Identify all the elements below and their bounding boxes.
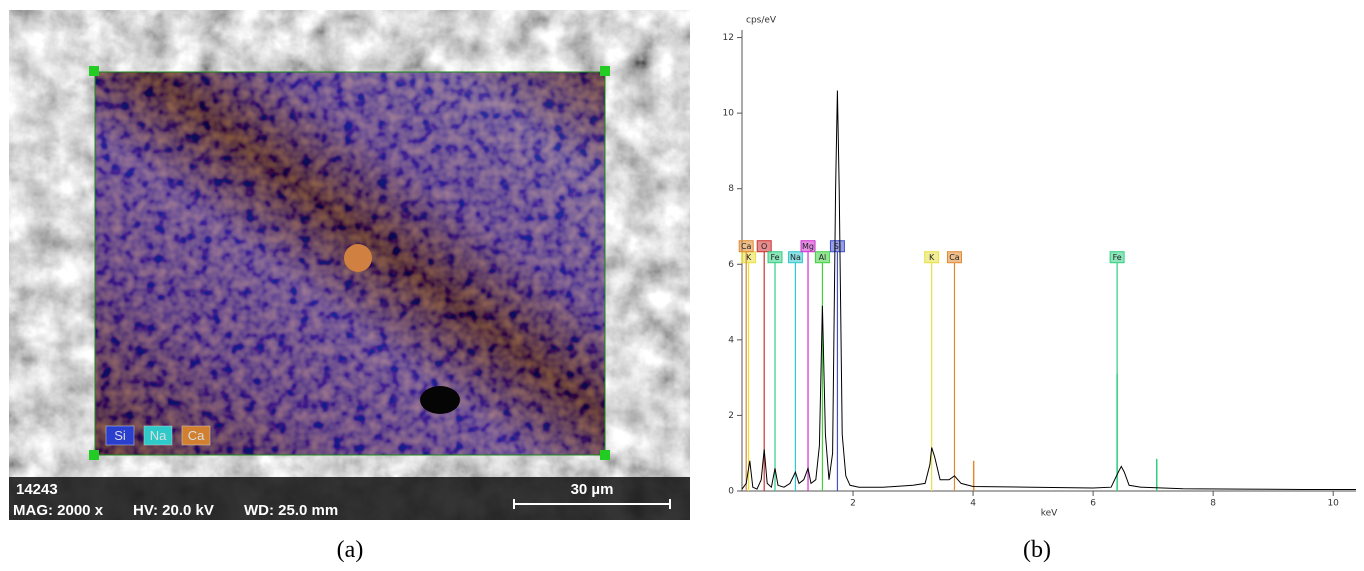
legend-swatch	[143, 425, 173, 446]
element-label: K	[746, 253, 752, 262]
map-frame	[94, 71, 606, 456]
y-tick-label: 6	[728, 260, 734, 270]
pore	[420, 386, 460, 414]
element-label-box	[738, 240, 754, 253]
corner	[89, 450, 99, 460]
y-tick-label: 8	[728, 184, 734, 194]
scale-bar-label: 30 µm	[571, 481, 614, 498]
y-tick-label: 0	[728, 487, 734, 497]
element-label: Ca	[949, 253, 960, 262]
element-label: Ca	[741, 242, 752, 251]
map-legend: Si Na Ca	[105, 425, 211, 446]
legend-label: Si	[114, 428, 126, 443]
y-tick-label: 4	[728, 335, 734, 345]
x-tick-label: 4	[970, 499, 976, 509]
sem-image: Si Na Ca 14243 MAG: 2000 x HV: 20.0 kV WD:…	[9, 10, 690, 563]
info-bar	[9, 477, 690, 520]
element-label-box	[946, 251, 962, 264]
element-label: Al	[819, 253, 827, 262]
y-tick-label: 12	[723, 33, 734, 43]
element-label-box	[800, 240, 816, 253]
x-axis-label: keV	[1041, 509, 1058, 519]
element-label-box	[924, 251, 940, 264]
ca-grain	[344, 244, 372, 272]
element-label: Na	[790, 253, 801, 262]
element-label: Fe	[1113, 253, 1122, 262]
y-tick-label: 2	[728, 411, 734, 421]
element-label-box	[767, 251, 783, 264]
y-tick-label: 10	[723, 109, 735, 119]
scale-bar	[513, 499, 671, 509]
panel-label: (a)	[337, 537, 364, 563]
legend-label: Ca	[188, 428, 205, 443]
element-label: Si	[834, 242, 841, 251]
element-label-box	[756, 240, 772, 253]
corner	[89, 66, 99, 76]
scan-id: 14243	[16, 481, 58, 498]
element-label: O	[761, 242, 767, 251]
y-axis-label: cps/eV	[746, 16, 777, 26]
x-tick-label: 10	[1327, 499, 1339, 509]
legend-swatch	[181, 425, 211, 446]
spectrum-line	[741, 90, 1356, 490]
element-label-box	[787, 251, 803, 264]
x-tick-label: 2	[850, 499, 856, 509]
magnification: MAG: 2000 x	[13, 502, 104, 519]
legend-swatch	[105, 425, 135, 446]
working-distance: WD: 25.0 mm	[244, 502, 338, 519]
corner	[600, 66, 610, 76]
element-label: K	[929, 253, 935, 262]
x-tick-label: 6	[1090, 499, 1096, 509]
high-voltage: HV: 20.0 kV	[133, 502, 214, 519]
element-label-box	[1109, 251, 1125, 264]
element-label: Mg	[802, 242, 814, 251]
corner	[600, 450, 610, 460]
corner-markers	[89, 66, 610, 460]
panel-label: (b)	[1023, 537, 1051, 563]
element-label-box	[829, 240, 845, 253]
legend-label: Na	[150, 428, 167, 443]
x-tick-label: 8	[1210, 499, 1216, 509]
element-label-box	[814, 251, 830, 264]
element-label: Fe	[770, 253, 779, 262]
